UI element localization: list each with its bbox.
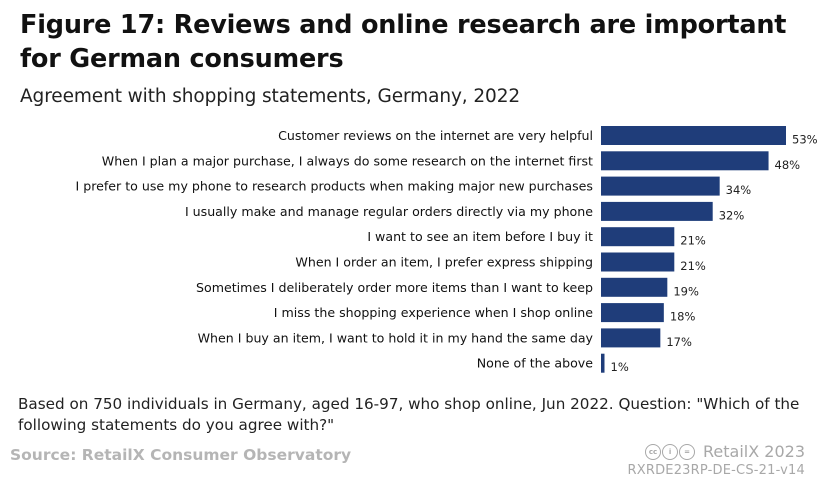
- bar: [601, 303, 664, 323]
- noderivs-icon: =: [679, 443, 696, 460]
- bar: [601, 252, 675, 272]
- brand-block: cc i = RetailX 2023: [645, 442, 805, 461]
- chart-subtitle: Agreement with shopping statements, Germ…: [20, 86, 521, 107]
- bar: [601, 126, 786, 145]
- value-label: 34%: [726, 183, 752, 197]
- bar: [601, 201, 713, 221]
- category-label: When I buy an item, I want to hold it in…: [198, 330, 594, 345]
- bar: [601, 176, 720, 196]
- attribution-icon: i: [662, 443, 679, 460]
- category-label: When I order an item, I prefer express s…: [295, 255, 593, 270]
- source-credit: Source: RetailX Consumer Observatory: [10, 446, 352, 464]
- value-label: 21%: [680, 234, 706, 248]
- value-label: 48%: [775, 158, 801, 172]
- license-icons: cc i =: [645, 443, 696, 460]
- bar-chart: Customer reviews on the internet are ver…: [76, 126, 818, 374]
- bar: [601, 328, 661, 348]
- category-label: I want to see an item before I buy it: [367, 229, 593, 244]
- value-label: 21%: [680, 259, 706, 273]
- value-label: 17%: [666, 335, 692, 349]
- bar: [601, 353, 605, 373]
- value-label: 1%: [611, 360, 629, 374]
- value-label: 18%: [670, 310, 696, 324]
- category-label: Sometimes I deliberately order more item…: [196, 280, 593, 295]
- bar: [601, 277, 668, 297]
- value-label: 32%: [719, 208, 745, 222]
- brand-label: RetailX 2023: [703, 442, 805, 461]
- report-code: RXRDE23RP-DE-CS-21-v14: [627, 463, 805, 478]
- category-label: I miss the shopping experience when I sh…: [274, 305, 593, 320]
- bar: [601, 227, 675, 247]
- category-label: None of the above: [477, 356, 594, 371]
- value-label: 53%: [792, 133, 818, 147]
- value-label: 19%: [673, 284, 699, 298]
- category-label: I prefer to use my phone to research pro…: [76, 179, 593, 194]
- methodology-note: Based on 750 individuals in Germany, age…: [18, 395, 800, 434]
- bar: [601, 151, 769, 171]
- category-label: Customer reviews on the internet are ver…: [278, 128, 593, 143]
- category-label: I usually make and manage regular orders…: [185, 204, 593, 219]
- cc-icon: cc: [645, 443, 662, 460]
- chart-title: Figure 17: Reviews and online research a…: [20, 10, 787, 74]
- category-label: When I plan a major purchase, I always d…: [102, 153, 593, 168]
